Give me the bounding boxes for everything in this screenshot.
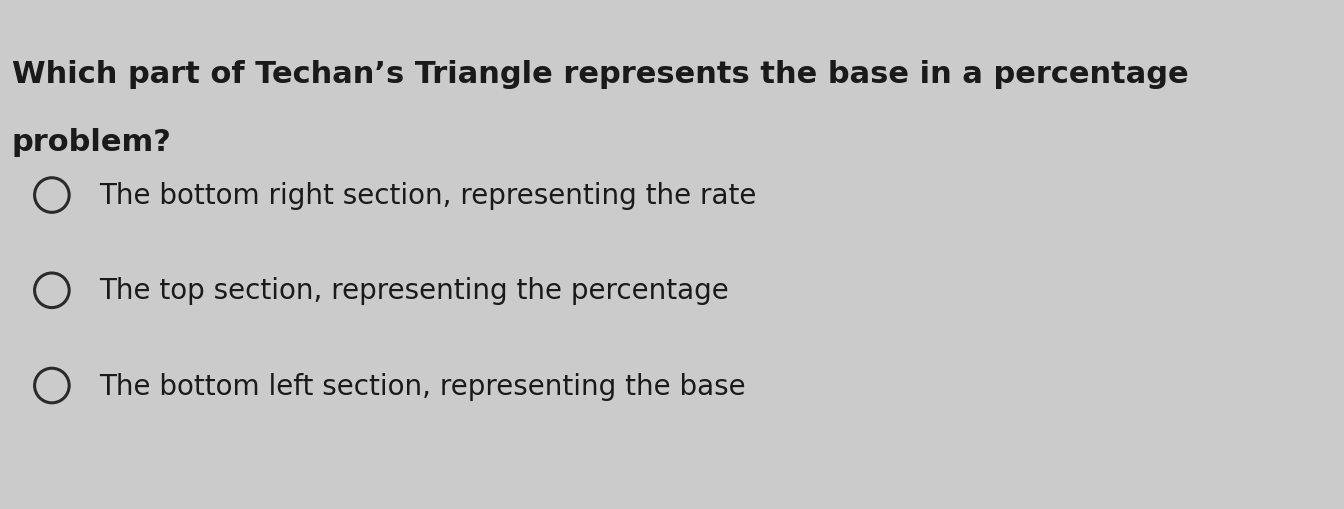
Text: Which part of Techan’s Triangle represents the base in a percentage: Which part of Techan’s Triangle represen… <box>12 60 1188 89</box>
Text: The bottom left section, representing the base: The bottom left section, representing th… <box>99 372 746 400</box>
Text: The top section, representing the percentage: The top section, representing the percen… <box>99 277 728 305</box>
Text: problem?: problem? <box>12 128 172 157</box>
Text: The bottom right section, representing the rate: The bottom right section, representing t… <box>99 182 757 210</box>
